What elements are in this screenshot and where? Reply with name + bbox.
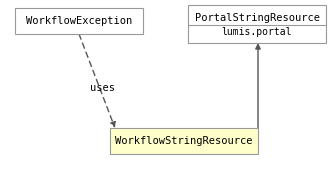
Text: lumis.portal: lumis.portal <box>222 27 292 37</box>
Bar <box>15 8 143 34</box>
Bar <box>110 128 258 154</box>
Text: WorkflowException: WorkflowException <box>26 16 132 26</box>
Bar <box>188 5 326 43</box>
Text: uses: uses <box>90 83 115 93</box>
Text: WorkflowStringResource: WorkflowStringResource <box>115 136 253 146</box>
Text: PortalStringResource: PortalStringResource <box>194 13 319 23</box>
